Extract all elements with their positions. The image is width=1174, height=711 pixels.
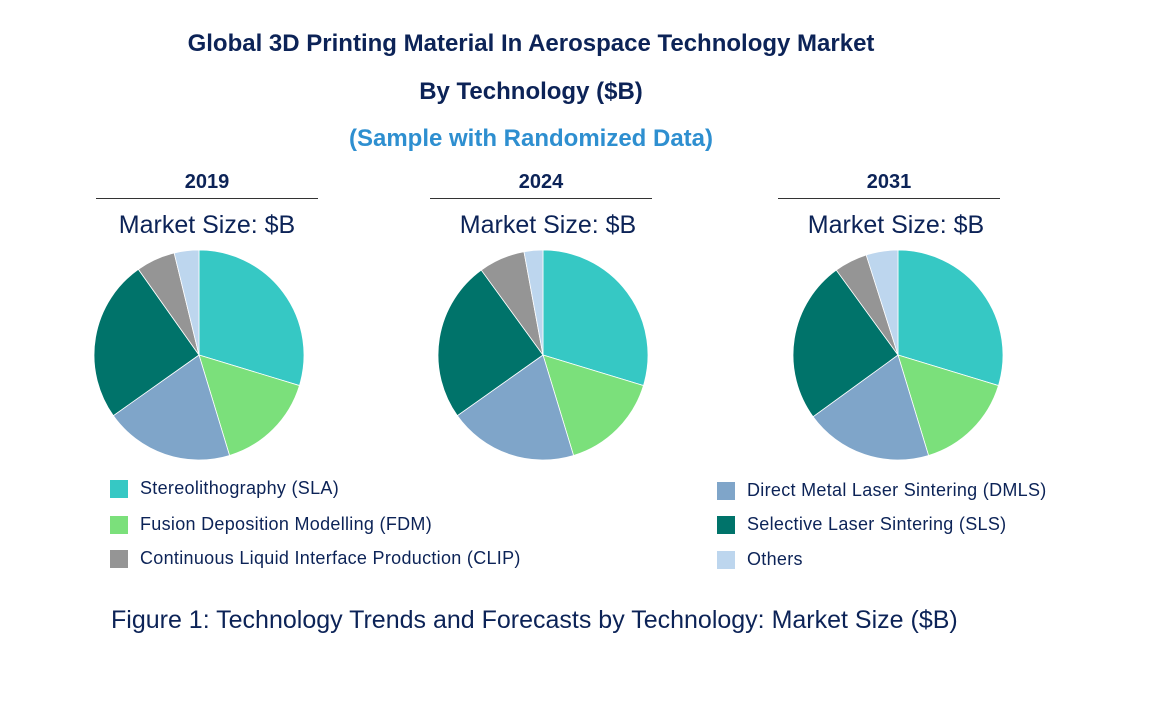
legend-label: Others: [747, 549, 803, 569]
legend-swatch: [110, 549, 128, 568]
pie-2024: [437, 249, 649, 461]
market-size-2019: Market Size: $B: [118, 211, 296, 239]
year-2024: 2024: [430, 171, 652, 199]
legend-item: Others: [717, 549, 803, 570]
legend-label: Stereolithography (SLA): [140, 478, 340, 498]
legend-label: Fusion Deposition Modelling (FDM): [140, 514, 433, 534]
pie-slice-2031-5: [865, 249, 899, 356]
legend-item: Continuous Liquid Interface Production (…: [110, 548, 521, 569]
legend-swatch: [717, 550, 735, 569]
title-line-1: Global 3D Printing Material In Aerospace…: [187, 30, 875, 57]
pie-2031: [792, 249, 1004, 461]
legend-item: Selective Laser Sintering (SLS): [717, 514, 1006, 535]
year-2031: 2031: [778, 171, 1000, 199]
title-line-2: By Technology ($B): [419, 78, 643, 105]
market-size-2031: Market Size: $B: [807, 211, 985, 239]
legend-item: Stereolithography (SLA): [110, 478, 339, 499]
legend-label: Selective Laser Sintering (SLS): [747, 514, 1007, 534]
legend-label: Direct Metal Laser Sintering (DMLS): [747, 480, 1047, 500]
pie-slice-2031-1: [897, 354, 999, 456]
pie-slice-2024-3: [437, 269, 544, 417]
pie-slice-2031-2: [812, 354, 930, 461]
pie-slice-2019-2: [112, 354, 231, 461]
subtitle: (Sample with Randomized Data): [348, 125, 714, 152]
pie-slice-2019-1: [198, 354, 300, 456]
pie-slice-2019-5: [173, 249, 200, 356]
figure-caption: Figure 1: Technology Trends and Forecast…: [111, 606, 958, 634]
year-2019: 2019: [96, 171, 318, 199]
legend-swatch: [110, 479, 128, 498]
market-size-2024: Market Size: $B: [459, 211, 637, 239]
pie-slice-2024-5: [523, 249, 544, 356]
pie-slice-2024-0: [542, 249, 649, 387]
legend-item: Direct Metal Laser Sintering (DMLS): [717, 480, 1047, 501]
legend-item: Fusion Deposition Modelling (FDM): [110, 514, 432, 535]
pie-slice-2024-1: [542, 354, 644, 456]
pie-slice-2031-3: [792, 269, 899, 418]
legend-swatch: [110, 515, 128, 534]
legend-swatch: [717, 515, 735, 534]
legend-label: Continuous Liquid Interface Production (…: [140, 548, 521, 568]
pie-slice-2019-3: [93, 268, 200, 417]
pie-slice-2019-0: [198, 249, 305, 387]
pie-slice-2031-0: [897, 249, 1004, 387]
legend-swatch: [717, 481, 735, 500]
pie-slice-2024-2: [456, 354, 575, 461]
pie-2019: [93, 249, 305, 461]
